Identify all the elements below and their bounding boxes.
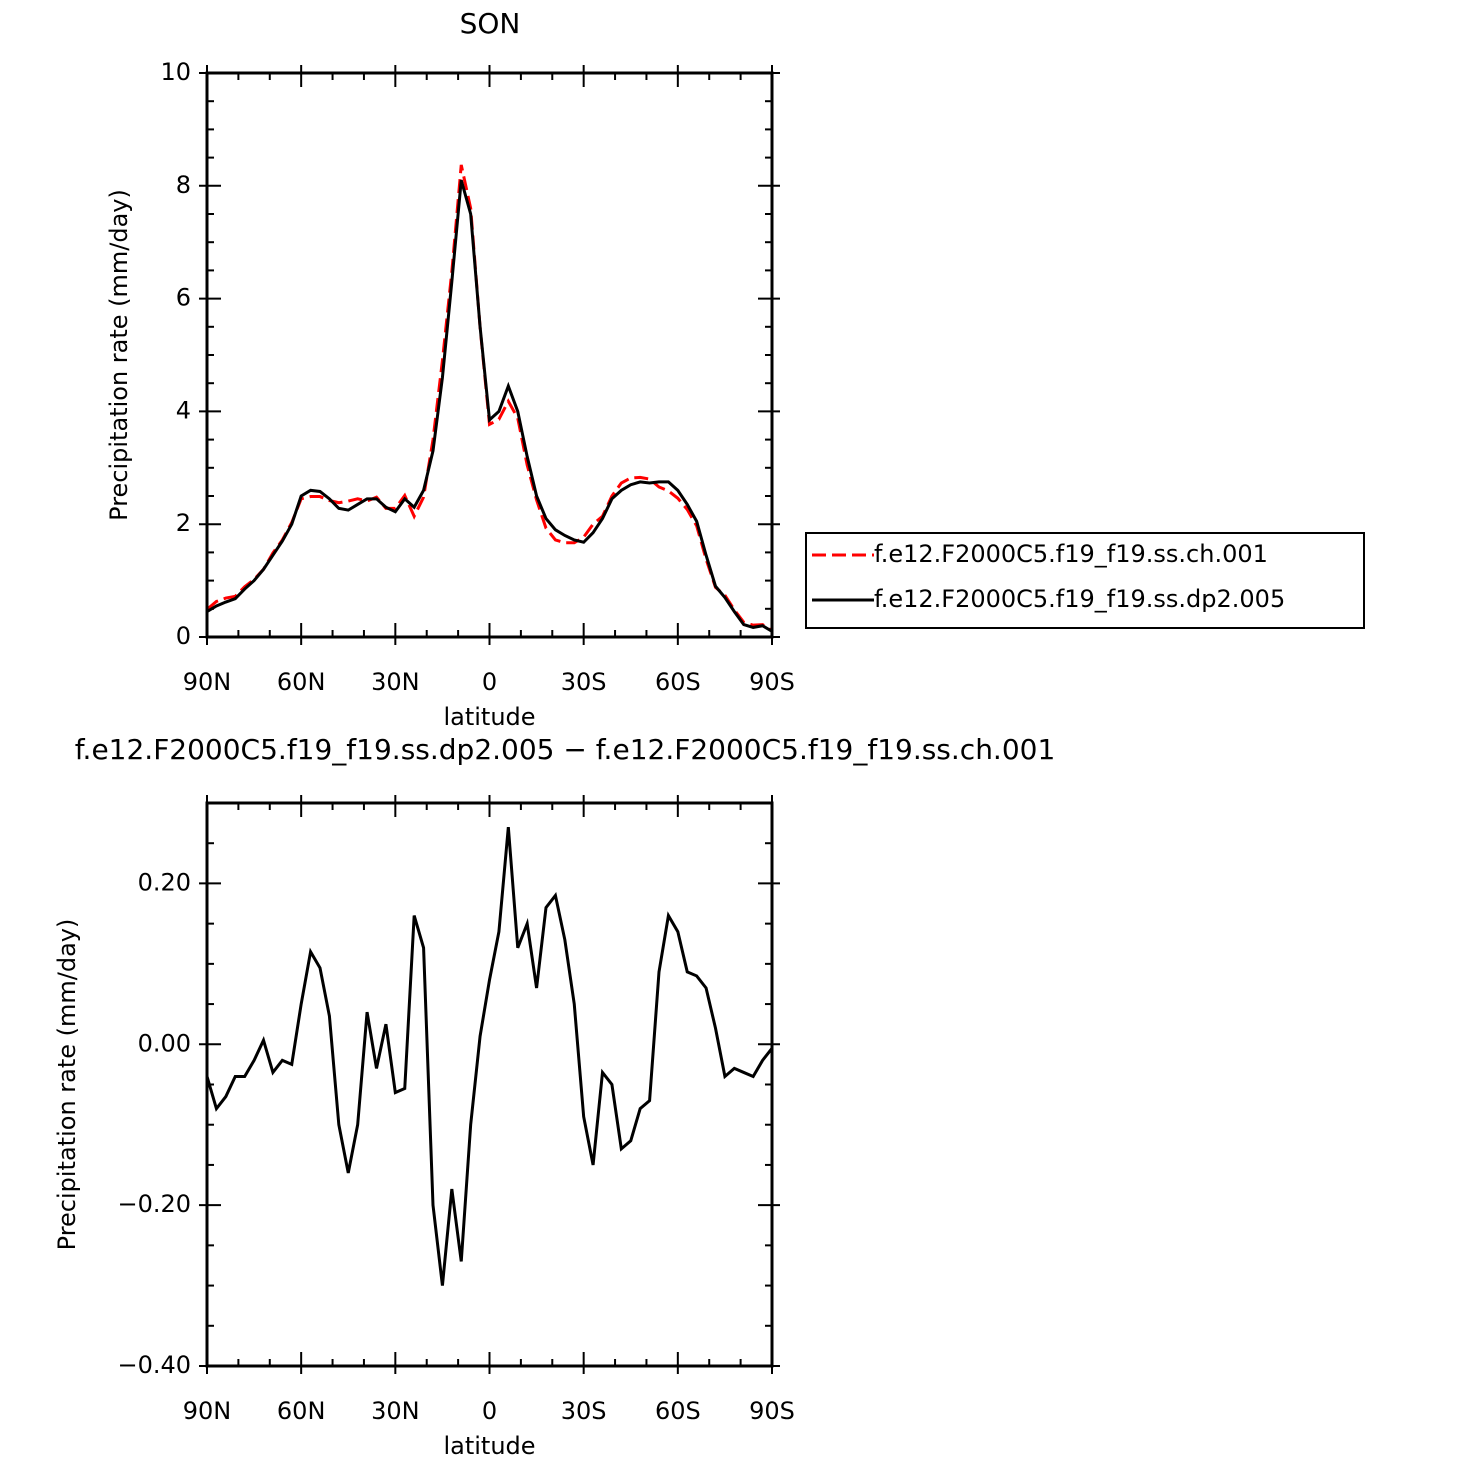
y-tick-label: 0.00 bbox=[138, 1029, 191, 1057]
y-tick-label: −0.40 bbox=[117, 1351, 191, 1379]
x-tick-label: 0 bbox=[482, 668, 497, 696]
x-tick-label: 0 bbox=[482, 1397, 497, 1425]
y-axis-label: Precipitation rate (mm/day) bbox=[105, 189, 133, 521]
x-axis-label: latitude bbox=[443, 1432, 535, 1460]
x-tick-label: 90N bbox=[183, 1397, 232, 1425]
x-tick-label: 60N bbox=[277, 1397, 326, 1425]
plot-frame bbox=[205, 801, 774, 1368]
x-tick-label: 30N bbox=[371, 668, 420, 696]
y-tick-label: 10 bbox=[160, 58, 191, 86]
x-tick-label: 90N bbox=[183, 668, 232, 696]
y-tick-label: 6 bbox=[176, 284, 191, 312]
chart-title: SON bbox=[460, 7, 521, 40]
y-tick-label: 0.20 bbox=[138, 868, 191, 896]
y-tick-label: 0 bbox=[176, 622, 191, 650]
data-line bbox=[206, 179, 773, 633]
chart-title: f.e12.F2000C5.f19_f19.ss.dp2.005 − f.e12… bbox=[75, 733, 1056, 766]
data-line bbox=[206, 164, 773, 633]
legend-label: f.e12.F2000C5.f19_f19.ss.ch.001 bbox=[874, 540, 1268, 568]
y-tick-label: 8 bbox=[176, 171, 191, 199]
x-tick-label: 60S bbox=[655, 668, 701, 696]
data-line bbox=[205, 826, 774, 1286]
plot-frame bbox=[205, 71, 774, 639]
legend-label: f.e12.F2000C5.f19_f19.ss.dp2.005 bbox=[874, 585, 1285, 613]
x-tick-label: 30S bbox=[561, 668, 607, 696]
x-tick-label: 90S bbox=[749, 1397, 795, 1425]
legend-box bbox=[805, 532, 1365, 629]
x-tick-label: 90S bbox=[749, 668, 795, 696]
y-tick-label: −0.20 bbox=[117, 1190, 191, 1218]
y-tick-label: 2 bbox=[176, 509, 191, 537]
y-tick-label: 4 bbox=[176, 396, 191, 424]
y-axis-label: Precipitation rate (mm/day) bbox=[53, 919, 81, 1251]
x-tick-label: 60S bbox=[655, 1397, 701, 1425]
x-tick-label: 30N bbox=[371, 1397, 420, 1425]
x-tick-label: 30S bbox=[561, 1397, 607, 1425]
x-axis-label: latitude bbox=[443, 703, 535, 731]
x-tick-label: 60N bbox=[277, 668, 326, 696]
